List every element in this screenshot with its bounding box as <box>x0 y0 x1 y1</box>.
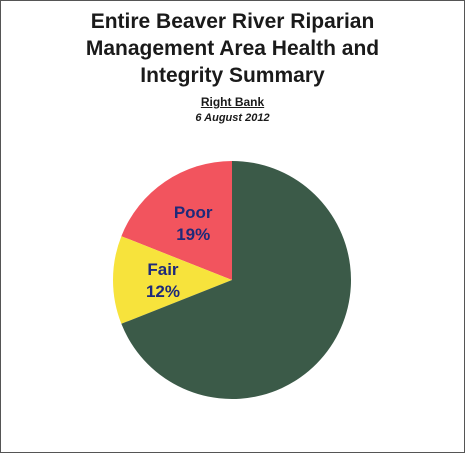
slice-label-poor-value: 19% <box>176 225 210 244</box>
slice-label-fair-value: 12% <box>146 282 180 301</box>
chart-title-line-1: Entire Beaver River Riparian <box>90 10 375 33</box>
chart-title-line-3: Integrity Summary <box>140 64 325 87</box>
pie-slice-poor <box>121 161 232 280</box>
slice-label-poor-name: Poor <box>174 203 213 222</box>
chart-title-line-2: Management Area Health and <box>85 37 380 60</box>
pie-slice-fair <box>112 236 232 324</box>
chart-title: Entire Beaver River Riparian Management … <box>0 8 465 89</box>
slice-label-fair-name: Fair <box>147 260 179 279</box>
chart-date: 6 August 2012 <box>195 112 270 124</box>
chart-subtitle: Right Bank <box>200 95 265 109</box>
pie-slice-remainder <box>121 161 351 400</box>
